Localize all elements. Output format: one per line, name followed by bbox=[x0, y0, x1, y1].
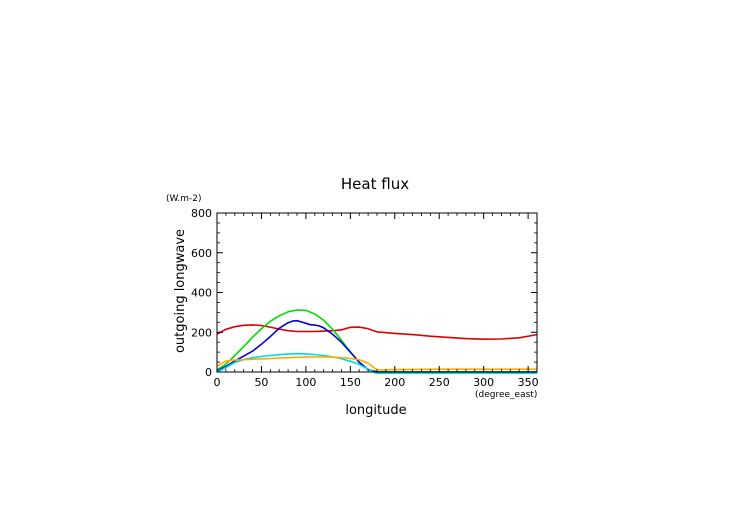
series-line-4 bbox=[217, 352, 537, 374]
x-tick-label: 350 bbox=[518, 376, 539, 389]
x-tick-label: 250 bbox=[429, 376, 450, 389]
series-layer bbox=[217, 309, 537, 374]
x-tick-label: 150 bbox=[340, 376, 361, 389]
x-tick-label: 50 bbox=[254, 376, 268, 389]
chart-title: Heat flux bbox=[341, 175, 409, 193]
x-axis-unit: (degree_east) bbox=[475, 390, 537, 400]
series-line-3 bbox=[217, 319, 537, 373]
y-tick-label: 800 bbox=[191, 207, 212, 220]
series-line-1 bbox=[217, 324, 537, 340]
y-axis-unit: (W.m-2) bbox=[166, 194, 202, 204]
plot-frame bbox=[216, 212, 538, 373]
y-tick-label: 200 bbox=[191, 326, 212, 339]
y-tick-label: 400 bbox=[191, 287, 212, 300]
axes-layer: 0 50 100 150 200 250 300 350 0 200 400 600 800 bbox=[191, 207, 539, 389]
series-group bbox=[217, 309, 537, 374]
series-line-5 bbox=[217, 356, 537, 371]
x-axis-label: longitude bbox=[345, 403, 406, 418]
x-tick-label: 300 bbox=[473, 376, 494, 389]
x-tick-label: 0 bbox=[214, 376, 221, 389]
x-tick-label: 100 bbox=[295, 376, 316, 389]
x-tick-label: 200 bbox=[384, 376, 405, 389]
y-tick-label: 600 bbox=[191, 247, 212, 260]
y-axis-label: outgoing longwave bbox=[173, 229, 188, 353]
y-tick-label: 0 bbox=[205, 366, 212, 379]
